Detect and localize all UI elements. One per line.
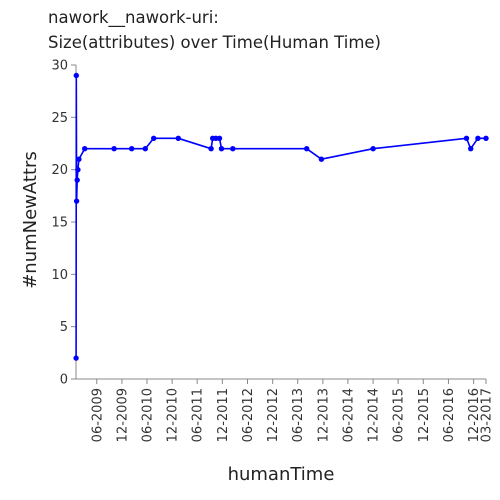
x-tick-label: 12-2009	[115, 388, 130, 442]
y-tick-label: 15	[51, 216, 68, 231]
series-path	[75, 74, 486, 359]
data-point	[216, 135, 223, 141]
data-point	[175, 135, 181, 141]
data-point	[463, 135, 470, 141]
data-point	[73, 72, 79, 79]
y-axis-label: #numNewAttrs	[20, 151, 41, 289]
data-point	[128, 145, 135, 152]
chart-title-line-2: Size(attributes) over Time(Human Time)	[48, 33, 381, 52]
x-tick-label: 06-2010	[140, 388, 155, 442]
y-tick-label: 10	[51, 268, 68, 283]
y-axis: 0 5 10 15 20 25 30	[51, 59, 76, 388]
x-tick-label: 12-2013	[316, 388, 331, 442]
x-tick-label: 12-2014	[367, 388, 382, 442]
x-tick-label: 06-2011	[191, 388, 206, 442]
data-point	[111, 145, 117, 152]
data-point	[150, 135, 157, 141]
chart-title-line-1: nawork__nawork-uri:	[48, 8, 219, 27]
x-axis-label: humanTime	[228, 464, 335, 485]
y-tick-label: 0	[60, 373, 68, 388]
data-point	[81, 145, 88, 152]
y-tick-label: 5	[60, 320, 68, 335]
data-point	[142, 145, 148, 152]
y-tick-label: 25	[51, 111, 68, 126]
y-tick-label: 30	[51, 59, 68, 74]
data-point	[370, 145, 376, 152]
data-point	[76, 156, 82, 162]
data-point	[74, 177, 80, 183]
x-tick-label: 12-2011	[216, 388, 231, 442]
data-point	[208, 145, 214, 152]
data-point	[73, 355, 79, 361]
x-tick-label: 06-2013	[291, 388, 306, 442]
data-point	[304, 145, 310, 152]
data-point	[468, 145, 474, 152]
x-tick-label: 12-2015	[417, 388, 432, 442]
y-tick-label: 20	[51, 163, 68, 178]
data-point	[475, 135, 481, 141]
x-tick-label: 06-2014	[341, 388, 356, 442]
data-point	[483, 135, 489, 141]
x-tick-label: 03-2017	[480, 388, 495, 442]
data-point	[218, 145, 225, 152]
x-tick-label: 12-2012	[266, 388, 281, 442]
data-point	[75, 166, 81, 173]
x-tick-label: 06-2015	[392, 388, 407, 442]
x-tick-label: 06-2016	[442, 388, 457, 442]
x-tick-label: 12-2016	[467, 388, 482, 442]
data-point	[73, 198, 80, 204]
x-axis: 06-2009 12-2009 06-2010 12-2010 06-2011 12-20…	[90, 379, 495, 442]
data-point	[318, 156, 325, 162]
x-tick-label: 06-2012	[241, 388, 256, 442]
x-tick-label: 12-2010	[166, 388, 181, 442]
plot-frame	[75, 65, 486, 380]
x-tick-label: 06-2009	[90, 388, 105, 442]
series-line	[73, 72, 489, 361]
data-point	[230, 145, 236, 152]
